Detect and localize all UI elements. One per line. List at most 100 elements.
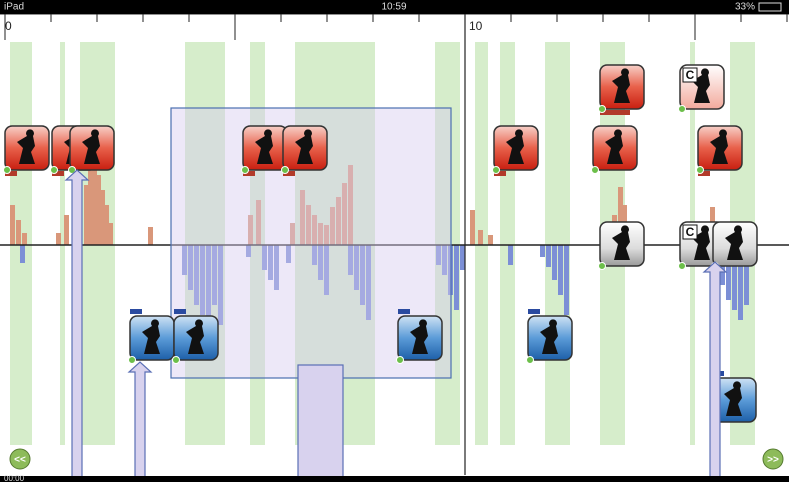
event-bar xyxy=(436,245,441,265)
event-icon[interactable] xyxy=(128,309,175,364)
event-icon[interactable] xyxy=(241,125,288,176)
event-bar xyxy=(478,230,483,245)
icon-figure xyxy=(692,225,710,260)
icon-dot xyxy=(492,166,500,174)
event-bar xyxy=(268,245,273,280)
icon-dot xyxy=(68,166,76,174)
icon-dot xyxy=(396,356,404,364)
event-bar xyxy=(16,220,21,245)
nav-button[interactable] xyxy=(9,448,31,470)
event-bar xyxy=(300,190,305,245)
event-icons: CC xyxy=(3,64,758,426)
icon-dot xyxy=(598,262,606,270)
icon-dot xyxy=(128,356,136,364)
event-bar xyxy=(354,245,359,290)
icon-badge-label: C xyxy=(686,68,695,82)
event-bar xyxy=(546,245,551,267)
event-icon[interactable] xyxy=(172,309,219,364)
event-icon[interactable] xyxy=(598,64,645,115)
nav-button[interactable] xyxy=(762,448,784,470)
event-bar xyxy=(324,225,329,245)
event-bar xyxy=(312,245,317,265)
icon-badge-label: C xyxy=(686,225,695,239)
event-icon[interactable] xyxy=(68,125,115,174)
stripe xyxy=(545,42,570,445)
status-bar xyxy=(0,0,789,14)
battery-icon xyxy=(758,2,782,12)
pointer-arrow xyxy=(702,261,728,482)
event-bar xyxy=(200,245,205,315)
event-icon[interactable] xyxy=(281,125,328,176)
event-icon[interactable] xyxy=(396,309,443,364)
icon-dot xyxy=(172,356,180,364)
event-bar xyxy=(64,215,69,245)
event-bar xyxy=(348,245,353,275)
event-bar xyxy=(10,205,15,245)
pointer-arrow xyxy=(127,361,153,482)
event-icon[interactable] xyxy=(3,125,50,176)
stripe xyxy=(500,42,515,445)
event-icon[interactable]: C xyxy=(678,64,725,113)
nav-label: << xyxy=(14,455,26,466)
pointer-arrow xyxy=(64,169,90,482)
event-bar xyxy=(508,245,513,265)
event-bar xyxy=(100,190,105,245)
event-bar xyxy=(318,223,323,245)
icon-dot xyxy=(526,356,534,364)
nav-back[interactable]: << xyxy=(9,448,31,470)
event-bar xyxy=(212,245,217,305)
bottom-bar xyxy=(0,476,789,482)
icon-figure xyxy=(255,129,273,164)
icon-dot xyxy=(50,166,58,174)
icon-strip xyxy=(398,309,410,314)
icon-dot xyxy=(281,166,289,174)
event-bar xyxy=(738,245,743,320)
event-bar xyxy=(348,165,353,245)
event-bar xyxy=(336,197,341,245)
event-bar xyxy=(744,245,749,305)
event-icon[interactable] xyxy=(598,221,645,270)
event-icon[interactable] xyxy=(711,221,758,270)
event-icon[interactable] xyxy=(591,125,638,174)
event-bar xyxy=(306,205,311,245)
icon-figure xyxy=(82,129,100,164)
icon-dot xyxy=(678,262,686,270)
icon-figure xyxy=(410,319,428,354)
icon-figure xyxy=(725,225,743,260)
event-bar xyxy=(330,207,335,245)
icon-figure xyxy=(710,129,728,164)
event-bar xyxy=(92,135,97,245)
icon-strip xyxy=(174,309,186,314)
event-icon[interactable] xyxy=(492,125,539,176)
icon-strip xyxy=(283,171,295,176)
event-bar xyxy=(726,245,731,300)
icon-dot xyxy=(598,105,606,113)
event-bar xyxy=(206,245,211,323)
event-bar xyxy=(552,245,557,280)
event-bar xyxy=(256,200,261,245)
icon-badge xyxy=(682,67,698,83)
stripe xyxy=(60,42,65,445)
icon-figure xyxy=(612,68,630,103)
event-bar xyxy=(540,245,545,257)
pointer-block xyxy=(297,364,344,482)
event-bar xyxy=(460,245,465,270)
icon-figure xyxy=(295,129,313,164)
event-bar xyxy=(488,235,493,245)
icon-strip xyxy=(5,171,17,176)
icon-dot xyxy=(3,166,11,174)
icon-figure xyxy=(692,68,710,103)
event-bar xyxy=(618,187,623,245)
nav-forward[interactable]: >> xyxy=(762,448,784,470)
event-bar xyxy=(366,245,371,320)
event-bar xyxy=(84,185,89,245)
event-icon[interactable] xyxy=(526,309,573,364)
event-icon[interactable] xyxy=(696,125,743,176)
clock: 10:59 xyxy=(381,2,406,13)
event-bar xyxy=(56,233,61,245)
event-bar xyxy=(88,165,93,245)
ruler-label: 0 xyxy=(5,19,12,33)
event-bar xyxy=(262,245,267,270)
